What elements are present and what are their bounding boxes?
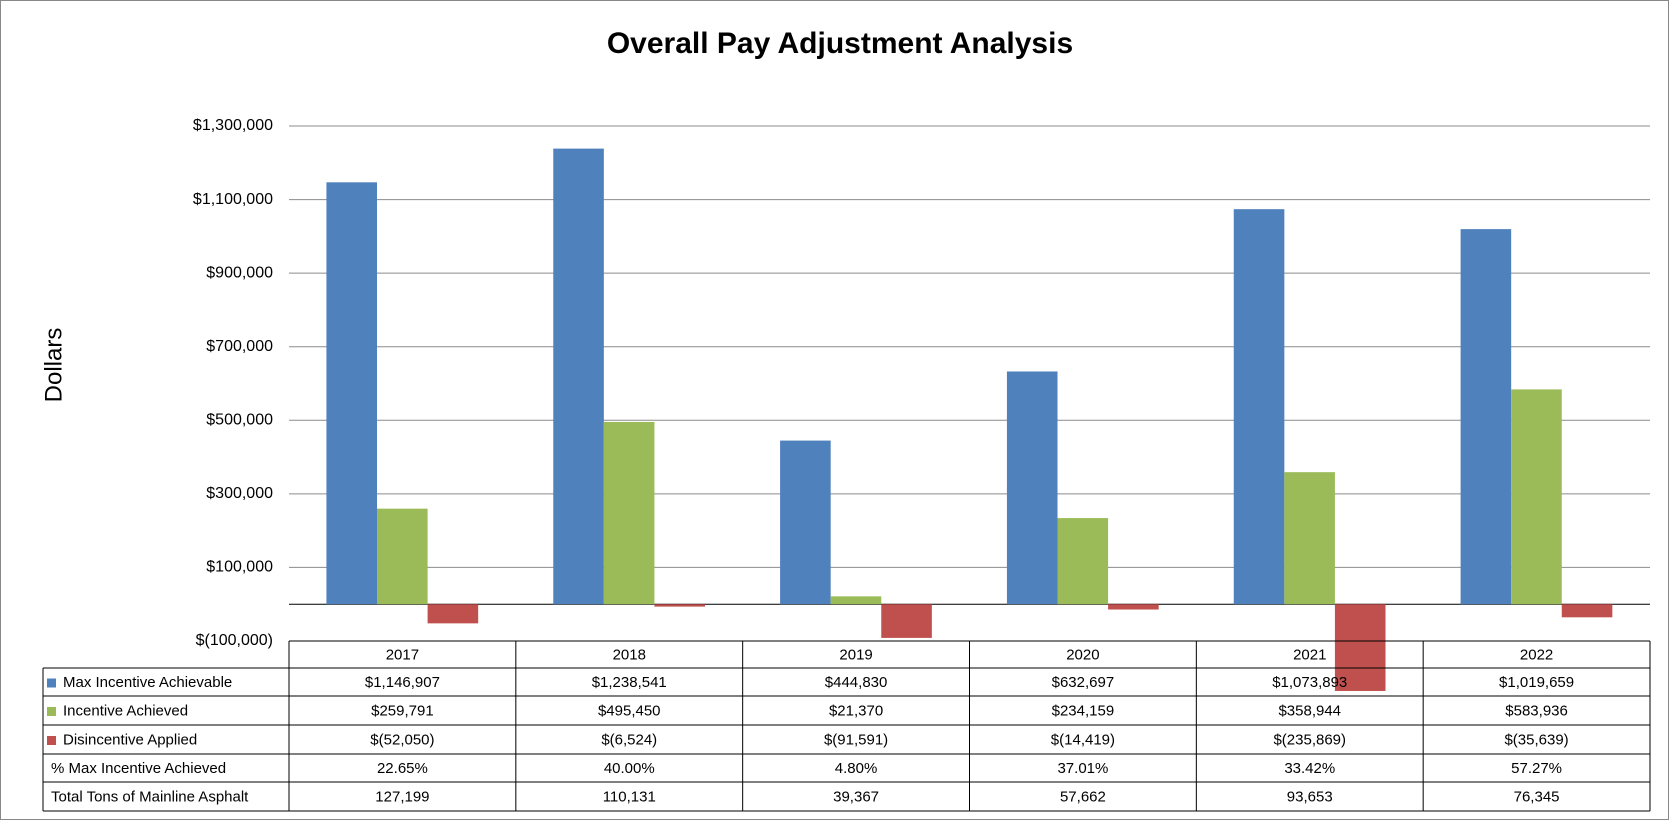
x-tick-label: 2018 [613, 646, 646, 663]
table-cell: $495,450 [598, 702, 661, 719]
table-cell: $(35,639) [1504, 731, 1568, 748]
bar [1057, 518, 1109, 605]
y-tick-label: $100,000 [206, 559, 273, 576]
table-cell: $21,370 [829, 702, 883, 719]
table-cell: $1,146,907 [365, 674, 440, 691]
y-tick-label: $700,000 [206, 338, 273, 355]
row-label: Total Tons of Mainline Asphalt [51, 788, 249, 805]
table-cell: $1,238,541 [592, 674, 667, 691]
table-cell: $1,019,659 [1499, 674, 1574, 691]
legend-label: Incentive Achieved [63, 702, 188, 719]
legend-key [47, 678, 56, 688]
legend-key [47, 736, 56, 745]
bar [1460, 229, 1512, 605]
y-tick-label: $1,100,000 [193, 191, 273, 208]
x-tick-label: 2021 [1293, 646, 1326, 663]
table-cell: 57,662 [1060, 788, 1106, 805]
table-cell: $(52,050) [370, 731, 434, 748]
legend-label: Disincentive Applied [63, 731, 197, 748]
bar [326, 182, 378, 605]
legend-key [47, 707, 56, 716]
table-cell: $(91,591) [824, 731, 888, 748]
bar [377, 508, 428, 605]
table-cell: 40.00% [604, 760, 655, 777]
bar [1561, 604, 1613, 618]
table-cell: $(14,419) [1051, 731, 1115, 748]
table-cell: 33.42% [1284, 760, 1335, 777]
table-cell: 93,653 [1287, 788, 1333, 805]
table-cell: $444,830 [825, 674, 888, 691]
x-tick-label: 2017 [386, 646, 419, 663]
bar [427, 604, 479, 624]
table-cell: $(235,869) [1273, 731, 1346, 748]
table-cell: 110,131 [603, 788, 656, 805]
bar [1284, 472, 1335, 605]
table-cell: $259,791 [371, 702, 434, 719]
table-cell: $(6,524) [601, 731, 657, 748]
y-tick-label: $500,000 [206, 412, 273, 429]
table-cell: 22.65% [377, 760, 428, 777]
y-tick-label: $1,300,000 [193, 117, 273, 134]
table-cell: 127,199 [375, 788, 429, 805]
x-tick-label: 2022 [1520, 646, 1553, 663]
y-axis-label: Dollars [40, 328, 67, 403]
bar [1233, 209, 1285, 605]
table-cell: 76,345 [1514, 788, 1560, 805]
bar [553, 148, 604, 605]
table-cell: $583,936 [1505, 702, 1568, 719]
bar [1108, 604, 1159, 610]
bar [603, 421, 655, 605]
bar [881, 604, 932, 638]
legend-label: Max Incentive Achievable [63, 674, 232, 691]
table-cell: $1,073,893 [1272, 674, 1347, 691]
x-tick-label: 2019 [839, 646, 872, 663]
row-label: % Max Incentive Achieved [51, 760, 226, 777]
table-cell: 37.01% [1057, 760, 1108, 777]
table-cell: $358,944 [1278, 702, 1341, 719]
table-cell: 57.27% [1511, 760, 1562, 777]
table-cell: 39,367 [833, 788, 879, 805]
bar [1006, 371, 1058, 605]
table-cell: $234,159 [1052, 702, 1115, 719]
bar [654, 604, 706, 607]
y-tick-label: $(100,000) [196, 632, 273, 649]
x-tick-label: 2020 [1066, 646, 1099, 663]
bar [780, 440, 831, 605]
bar [830, 596, 882, 605]
y-tick-label: $300,000 [206, 485, 273, 502]
bar [1334, 604, 1386, 691]
bar [1511, 389, 1562, 605]
table-cell: 4.80% [835, 760, 878, 777]
y-tick-label: $900,000 [206, 264, 273, 281]
table-cell: $632,697 [1052, 674, 1115, 691]
chart-title: Overall Pay Adjustment Analysis [607, 27, 1073, 60]
